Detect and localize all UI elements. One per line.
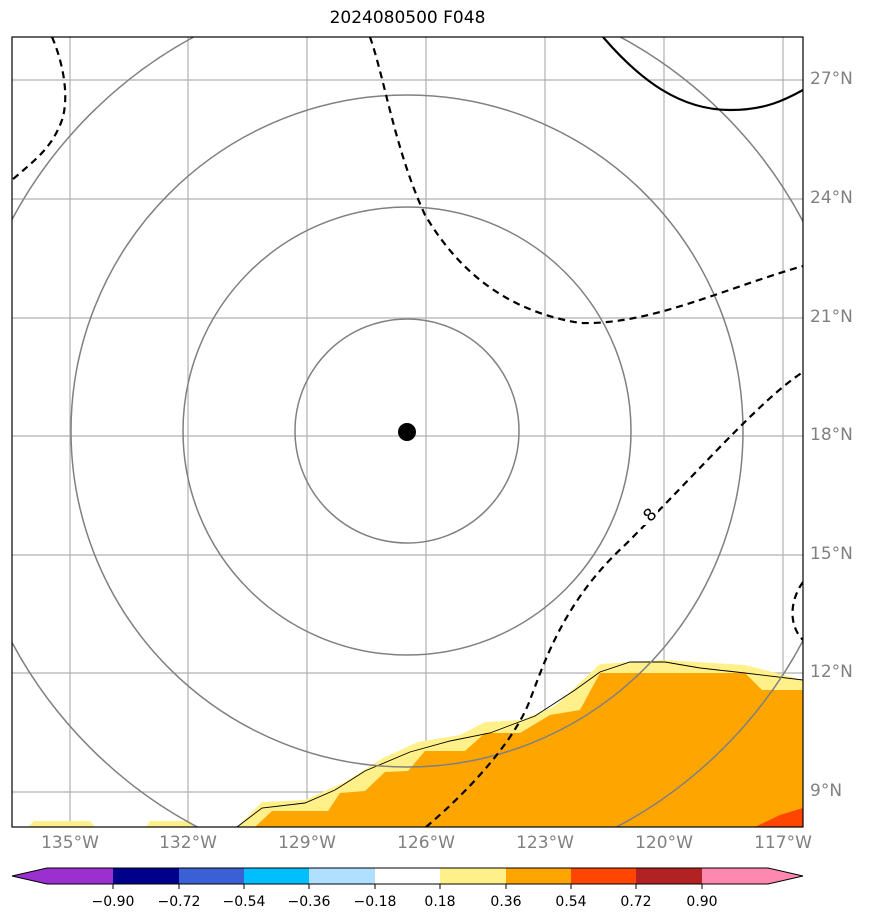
colorbar-outline	[11, 867, 804, 885]
colorbar-label: −0.90	[91, 894, 135, 910]
lon-label-135w: 135°W	[41, 833, 99, 853]
colorbar-segment-5	[309, 868, 375, 884]
lon-label-129w: 129°W	[278, 833, 336, 853]
range-ring-1	[294, 318, 520, 544]
colorbar-label: 0.18	[424, 894, 456, 910]
colorbar-segment-9	[571, 868, 636, 884]
boundary-line	[236, 661, 803, 827]
contour-dashed-8	[425, 371, 803, 827]
map-frame	[11, 36, 804, 828]
lon-label-132w: 132°W	[159, 833, 217, 853]
map-area: 8	[12, 37, 803, 827]
colorbar	[11, 867, 804, 889]
colorbar-label: 0.36	[490, 894, 522, 910]
lat-label-12n: 12°N	[810, 662, 853, 682]
fill-red-orange	[755, 808, 803, 827]
range-rings	[12, 37, 803, 827]
lat-label-24n: 24°N	[810, 188, 853, 208]
colorbar-min-extend	[12, 868, 48, 884]
contour-dashed-right	[791, 581, 803, 641]
contour-solid-topright	[602, 37, 803, 112]
colorbar-segment-3	[179, 868, 244, 884]
colorbar-segment-11	[702, 868, 769, 884]
colorbar-segment-2	[113, 868, 179, 884]
contour-label-bg	[640, 503, 658, 525]
colorbar-segment-10	[636, 868, 702, 884]
lat-label-21n: 21°N	[810, 307, 853, 327]
colorbar-segment-7	[440, 868, 506, 884]
fill-orange	[255, 673, 803, 827]
gridlines	[12, 37, 803, 827]
colorbar-label: 0.54	[555, 894, 587, 910]
colorbar-max-extend	[768, 868, 803, 884]
colorbar-label: −0.18	[353, 894, 397, 910]
lat-label-18n: 18°N	[810, 425, 853, 445]
lon-label-117w: 117°W	[754, 833, 812, 853]
colorbar-label: 0.90	[686, 894, 718, 910]
colorbar-segment-1	[47, 868, 113, 884]
dashed-contours	[12, 37, 803, 827]
lat-label-27n: 27°N	[810, 69, 853, 89]
lon-label-123w: 123°W	[516, 833, 574, 853]
map-title: 2024080500 F048	[329, 8, 486, 28]
colorbar-ticks	[112, 884, 703, 889]
colorbar-label: −0.36	[287, 894, 331, 910]
colorbar-segment-8	[506, 868, 571, 884]
colorbar-segment-6	[375, 868, 440, 884]
lat-label-9n: 9°N	[810, 781, 843, 801]
fill-pale-yellow-small-1	[28, 821, 95, 827]
lat-label-15n: 15°N	[810, 544, 853, 564]
lon-label-120w: 120°W	[635, 833, 693, 853]
lon-label-126w: 126°W	[397, 833, 455, 853]
colorbar-label: −0.54	[222, 894, 266, 910]
contour-dashed-center	[368, 37, 803, 325]
colorbar-segment-4	[244, 868, 309, 884]
colorbar-label: 0.72	[620, 894, 652, 910]
range-ring-2	[182, 206, 632, 656]
storm-center-marker	[398, 423, 416, 441]
colorbar-label: −0.72	[157, 894, 201, 910]
contour-dashed-topleft	[12, 37, 67, 181]
anomaly-fill	[28, 660, 803, 827]
fill-pale-yellow-small-2	[146, 821, 194, 827]
range-ring-3	[70, 94, 744, 768]
